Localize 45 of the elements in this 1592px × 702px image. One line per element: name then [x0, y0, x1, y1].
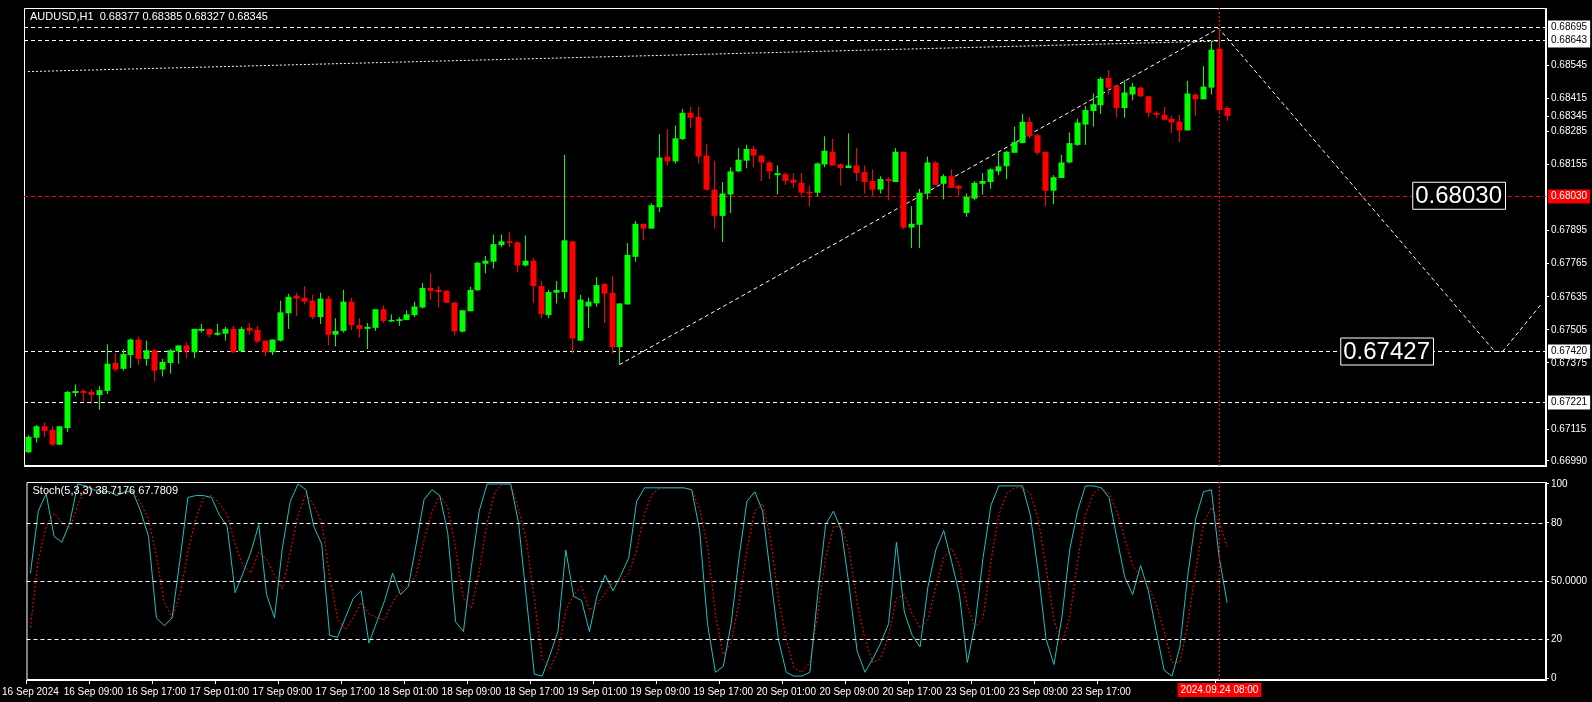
annotation: 0.67427 — [1343, 337, 1430, 365]
x-tick-label: 16 Sep 09:00 — [63, 685, 124, 697]
ref-line-label: 0.68030 — [1415, 181, 1502, 209]
x-tick-label: 20 Sep 17:00 — [882, 685, 943, 697]
chart-title: AUDUSD,H1 0.68377 0.68385 0.68327 0.68345 — [30, 10, 268, 23]
x-tick-label: 16 Sep 2024 — [2, 685, 60, 697]
chart-title: Stoch(5,3,3) 38.7176 67.7809 — [32, 484, 179, 497]
x-tick-label: 2024.09.24 08:00 — [1180, 683, 1259, 695]
text: 0.68030 — [1551, 190, 1588, 202]
y-tick-label: 0.67895 — [1551, 224, 1588, 236]
x-tick-label: 18 Sep 09:00 — [441, 685, 502, 697]
y-tick-label: 0.68285 — [1551, 125, 1588, 137]
y-tick-label: 0.67375 — [1551, 356, 1588, 368]
x-tick-label: 17 Sep 09:00 — [252, 685, 313, 697]
x-tick-label: 17 Sep 17:00 — [315, 685, 376, 697]
y-tick-label: 100 — [1551, 477, 1569, 489]
x-tick-label: 23 Sep 01:00 — [945, 685, 1006, 697]
y-tick-label: 80 — [1551, 516, 1563, 528]
y-tick-label: 0 — [1551, 671, 1557, 683]
x-tick-label: 19 Sep 09:00 — [630, 685, 691, 697]
y-tick-label: 0.67635 — [1551, 290, 1588, 302]
y-tick-label: 20 — [1551, 632, 1563, 644]
y-tick-label: 0.67115 — [1551, 422, 1587, 434]
x-tick-label: 17 Sep 01:00 — [189, 685, 250, 697]
x-tick-label: 18 Sep 17:00 — [504, 685, 565, 697]
y-tick-label: 0.68345 — [1551, 109, 1588, 121]
ref-line-label: 0.67420 — [1551, 345, 1588, 357]
ref-line-label: 0.68695 — [1551, 21, 1588, 33]
y-tick-label: 0.67765 — [1551, 257, 1588, 269]
ref-line-label: 0.68643 — [1551, 34, 1588, 46]
y-tick-label: 0.68155 — [1551, 158, 1588, 170]
x-tick-label: 20 Sep 09:00 — [819, 685, 880, 697]
y-tick-label: 0.66990 — [1551, 454, 1588, 466]
x-tick-label: 23 Sep 09:00 — [1008, 685, 1069, 697]
y-tick-label: 0.67505 — [1551, 323, 1588, 335]
x-tick-label: 19 Sep 01:00 — [567, 685, 628, 697]
y-tick-label: 0.68545 — [1551, 59, 1588, 70]
x-tick-label: 19 Sep 17:00 — [693, 685, 754, 697]
x-tick-label: 16 Sep 17:00 — [126, 685, 187, 697]
x-tick-label: 20 Sep 01:00 — [756, 685, 817, 697]
x-tick-label: 23 Sep 17:00 — [1071, 685, 1132, 697]
x-tick-label: 18 Sep 01:00 — [378, 685, 439, 697]
y-tick-label: 0.68415 — [1551, 92, 1588, 104]
y-tick-label: 50.0000 — [1551, 574, 1588, 586]
ref-line-label: 0.67221 — [1551, 396, 1588, 408]
